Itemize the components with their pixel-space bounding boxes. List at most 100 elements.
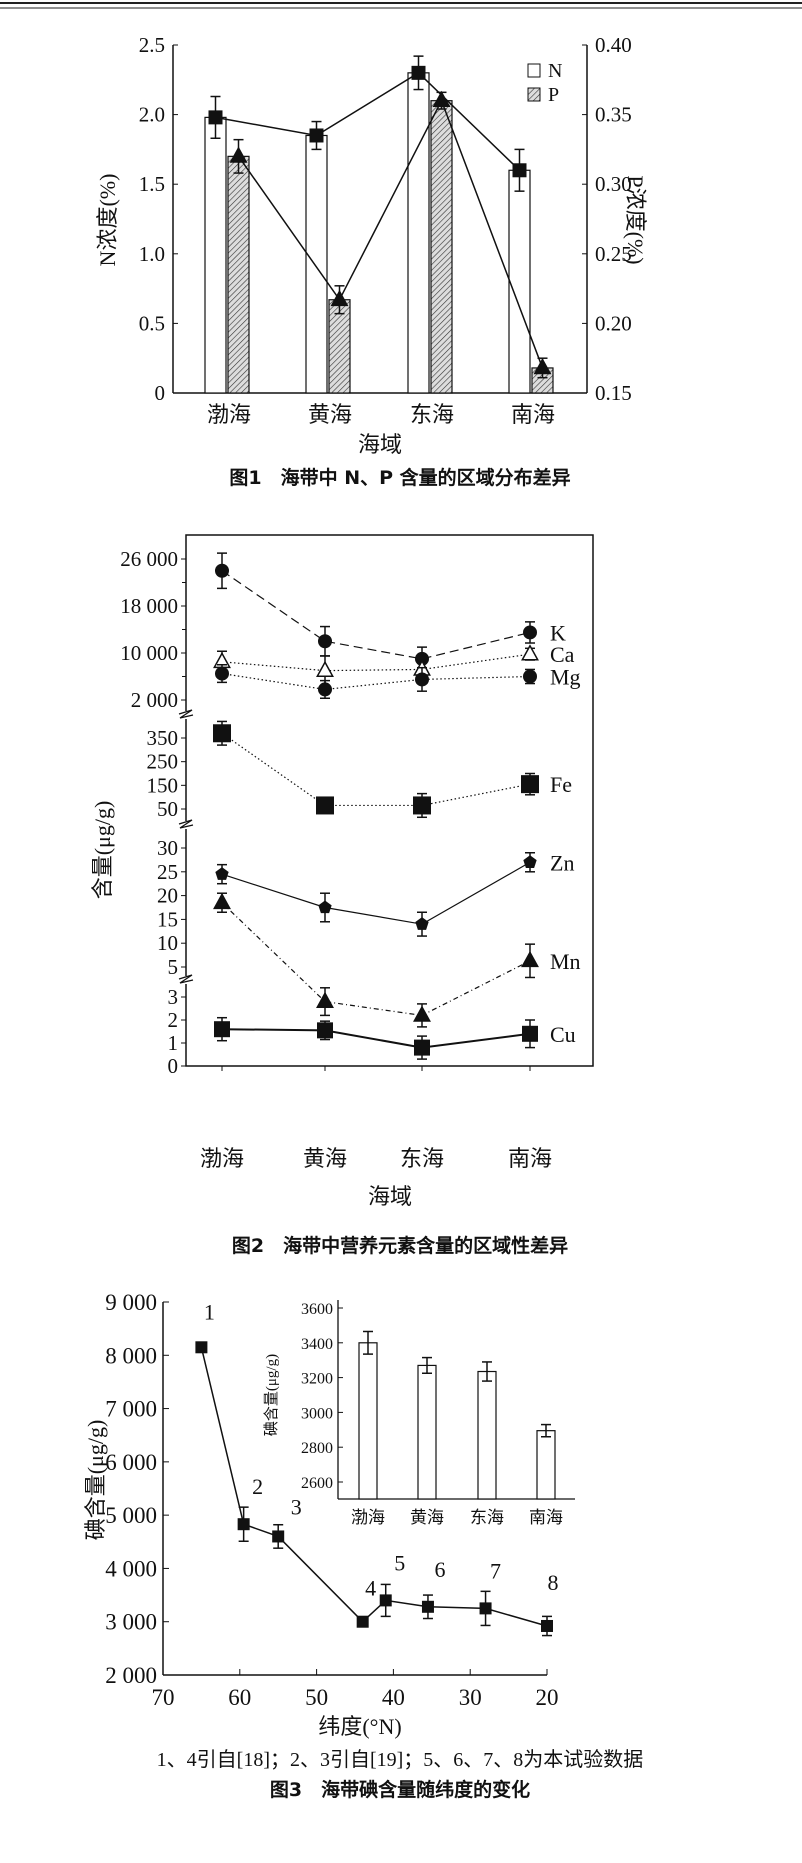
series-label-cu: Cu xyxy=(550,1022,576,1047)
axis-break-icon xyxy=(178,709,194,719)
series-label-mn: Mn xyxy=(550,949,581,974)
fig2-ytick-label: 350 xyxy=(147,726,179,750)
line-fe xyxy=(221,732,531,807)
marker-n xyxy=(512,163,527,178)
axis-break-icon xyxy=(178,819,194,829)
marker-mn xyxy=(316,991,334,1008)
fig2-xtick-label: 东海 xyxy=(400,1146,444,1171)
marker-mg xyxy=(215,666,229,681)
fig3-ytick-label: 6 000 xyxy=(105,1450,157,1475)
fig1-ytick-label: 1.0 xyxy=(139,242,165,266)
line-zn xyxy=(221,861,531,925)
line-k xyxy=(221,570,531,660)
fig3-marker xyxy=(479,1602,492,1615)
marker-k xyxy=(318,634,332,649)
marker-p xyxy=(330,289,349,307)
marker-zn xyxy=(415,917,429,930)
fig1-xtick-label: 东海 xyxy=(410,402,454,427)
marker-mg xyxy=(523,669,537,684)
point-label: 8 xyxy=(548,1570,559,1595)
marker-cu xyxy=(522,1025,538,1042)
line-n xyxy=(215,71,521,171)
marker-cu xyxy=(414,1039,430,1056)
bar-n xyxy=(407,72,430,394)
marker-p xyxy=(229,146,248,163)
marker-fe xyxy=(413,796,431,815)
fig2-ytick-label: 150 xyxy=(147,773,179,797)
marker-mg xyxy=(415,672,429,687)
fig1-ytick-label: 2.0 xyxy=(139,103,165,127)
fig2-ytick-label: 26 000 xyxy=(120,547,178,571)
fig2-ytick-label: 2 xyxy=(168,1008,179,1032)
axis-break-icon xyxy=(178,974,194,984)
fig1-ylabel: N浓度(%) xyxy=(95,174,120,267)
inset-ytick-label: 2600 xyxy=(301,1475,333,1492)
fig3-xtick-label: 30 xyxy=(459,1685,482,1710)
series-label-fe: Fe xyxy=(550,772,572,797)
marker-ca xyxy=(316,660,334,677)
fig3-marker xyxy=(272,1530,285,1543)
fig3-ytick-label: 8 000 xyxy=(105,1343,157,1368)
fig2-xtick-label: 南海 xyxy=(508,1146,552,1171)
fig2-ytick-label: 2 000 xyxy=(131,688,178,712)
fig2-ytick-label: 10 xyxy=(157,931,178,955)
fig2-ytick-label: 18 000 xyxy=(120,594,178,618)
marker-k xyxy=(415,651,429,666)
fig3-xtick-label: 40 xyxy=(382,1685,405,1710)
fig3-marker xyxy=(356,1615,369,1628)
fig2-xtick-label: 黄海 xyxy=(303,1146,347,1171)
marker-fe xyxy=(213,724,231,743)
inset-xtick-label: 南海 xyxy=(529,1508,563,1527)
line-ca xyxy=(221,653,531,672)
marker-fe xyxy=(521,775,539,794)
marker-mn xyxy=(521,950,539,968)
fig1-caption: 图1 海带中 N、P 含量的区域分布差异 xyxy=(229,466,570,489)
fig3-caption: 图3 海带碘含量随纬度的变化 xyxy=(270,1778,530,1801)
bar-n xyxy=(204,116,227,394)
inset-ytick-label: 2800 xyxy=(301,1440,333,1457)
marker-mg xyxy=(318,682,332,697)
figure-1-n-p-chart: N浓度(%) P浓度(%) 海域 图1 海带中 N、P 含量的区域分布差异 N … xyxy=(95,33,648,489)
fig3-marker xyxy=(379,1594,392,1607)
fig3-xtick-label: 50 xyxy=(305,1685,328,1710)
marker-k xyxy=(523,625,537,640)
inset-ylabel: 碘含量(μg/g) xyxy=(263,1354,280,1436)
marker-cu xyxy=(317,1022,333,1039)
legend-p-label: P xyxy=(548,84,559,106)
fig3-ytick-label: 3 000 xyxy=(105,1610,157,1635)
fig1-y2label: P浓度(%) xyxy=(623,175,648,264)
marker-p xyxy=(533,357,552,375)
axis-break-gap xyxy=(182,976,190,984)
point-label: 5 xyxy=(394,1550,405,1575)
marker-p xyxy=(432,90,451,108)
point-label: 3 xyxy=(291,1494,302,1519)
inset-xtick-label: 黄海 xyxy=(410,1508,444,1527)
inset-bar xyxy=(417,1364,437,1500)
fig2-ytick-label: 1 xyxy=(168,1031,179,1055)
inset-xtick-label: 渤海 xyxy=(351,1508,385,1527)
axis-break-gap xyxy=(182,821,190,829)
fig1-y2tick-label: 0.30 xyxy=(595,172,632,196)
inset-ytick-label: 3600 xyxy=(301,1301,333,1318)
fig1-xtick-label: 渤海 xyxy=(207,402,251,427)
fig3-ylabel: 碘含量(μg/g) xyxy=(83,1420,108,1541)
fig3-xlabel: 纬度(°N) xyxy=(318,1714,401,1739)
marker-zn xyxy=(318,900,332,914)
fig3-xtick-label: 70 xyxy=(152,1685,175,1710)
bar-p xyxy=(227,155,250,394)
figure-2-nutrients-chart: 含量(μg/g) 海域 图2 海带中营养元素含量的区域性差异 2 000 10 0… xyxy=(90,534,594,1257)
fig1-ytick-label: 0.5 xyxy=(139,311,165,335)
fig2-ytick-label: 10 000 xyxy=(120,641,178,665)
line-mn xyxy=(221,902,531,1017)
fig3-marker xyxy=(541,1619,553,1632)
fig3-marker xyxy=(195,1341,208,1354)
fig2-xtick-label: 渤海 xyxy=(200,1146,244,1171)
fig2-ytick-label: 250 xyxy=(147,750,179,774)
point-label: 4 xyxy=(365,1576,376,1601)
marker-mn xyxy=(213,892,231,910)
fig2-ytick-label: 3 xyxy=(168,985,179,1009)
fig2-caption: 图2 海带中营养元素含量的区域性差异 xyxy=(232,1234,568,1257)
fig1-xlabel: 海域 xyxy=(358,432,402,457)
fig1-xtick-label: 黄海 xyxy=(308,402,352,427)
inset-ytick-label: 3200 xyxy=(301,1371,333,1388)
